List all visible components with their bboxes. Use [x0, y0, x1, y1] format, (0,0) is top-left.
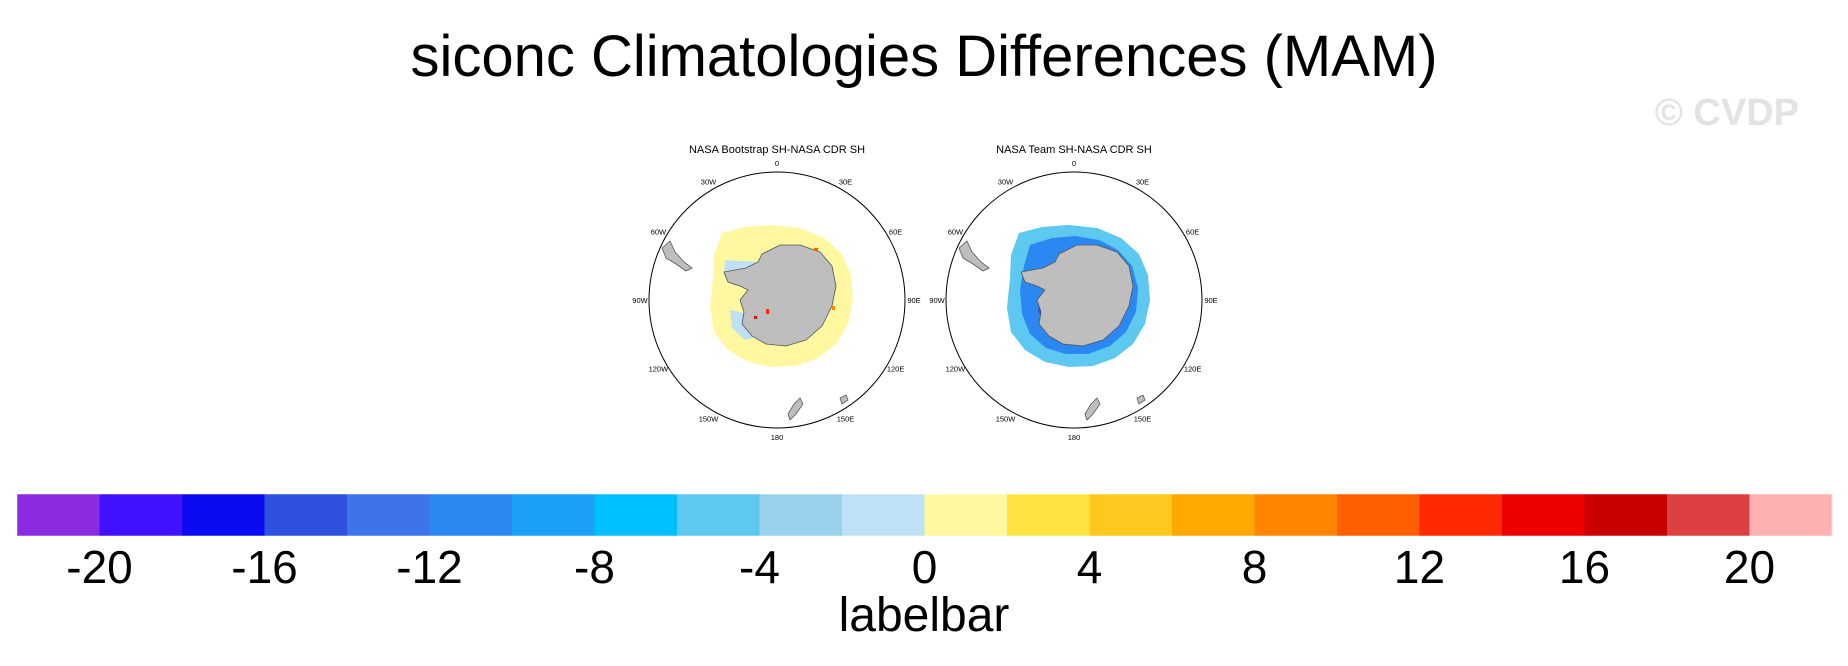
panel-1-positive-cell	[766, 309, 769, 314]
labelbar-box	[1254, 494, 1338, 536]
lon-tick-label: 60E	[1186, 228, 1199, 237]
labelbar-box	[1584, 494, 1668, 536]
labelbar-box	[842, 494, 925, 536]
lon-tick-label: 90E	[1204, 296, 1217, 305]
labelbar-box	[17, 494, 100, 536]
panel-2-new-zealand-land	[1084, 397, 1101, 421]
labelbar-box	[512, 494, 595, 536]
labelbar-tick-label: -20	[66, 541, 132, 593]
labelbar-box	[924, 494, 1008, 536]
lon-tick-label: 0	[1072, 159, 1076, 168]
lon-tick-label: 120W	[649, 365, 670, 374]
lon-tick-label: 120E	[887, 365, 905, 374]
lon-tick-label: 90W	[632, 296, 648, 305]
panel-1-title: NASA Bootstrap SH-NASA CDR SH	[688, 144, 866, 156]
labelbar-frame	[16, 493, 1833, 537]
labelbar-tick-labels: -20 -16 -12 -8 -4 0 4 8 12 16 20	[66, 541, 1775, 593]
labelbar-tick-label: 12	[1394, 541, 1445, 593]
map-panel-team: 0 30E 60E 90E 120E 150E 180 150W 120W 90W 60W 30W	[929, 159, 1217, 442]
lon-tick-label: 180	[771, 433, 784, 442]
labelbar-tick-label: 16	[1559, 541, 1610, 593]
panel-2-title: NASA Team SH-NASA CDR SH	[996, 144, 1152, 156]
labelbar-tick-label: -16	[231, 541, 297, 593]
labelbar-tick-label: 4	[1077, 541, 1103, 593]
labelbar-tick-label: -8	[574, 541, 615, 593]
lon-tick-label: 60E	[889, 228, 902, 237]
panel-1-south-america-land	[661, 240, 693, 272]
lon-tick-label: 30E	[1136, 177, 1149, 186]
panel-1-boundary-circle	[648, 171, 906, 429]
labelbar-boxes	[16, 493, 1833, 537]
panel-2-south-america-land	[958, 240, 990, 272]
labelbar-box	[264, 494, 348, 536]
panel-2-lon-labels: 0 30E 60E 90E 120E 150E 180 150W 120W 90W 60W 30W	[929, 159, 1217, 442]
lon-tick-label: 150E	[1134, 415, 1152, 424]
lon-tick-label: 60W	[948, 228, 964, 237]
panel-1-positive-cell	[754, 316, 757, 319]
lon-tick-label: 60W	[651, 228, 667, 237]
labelbar-box	[677, 494, 760, 536]
labelbar-tick-label: 20	[1724, 541, 1775, 593]
labelbar-box	[1749, 494, 1833, 536]
labelbar-title: labelbar	[838, 589, 1010, 642]
panel-2-boundary-circle	[945, 171, 1203, 429]
panel-2-antarctica-land	[1020, 244, 1134, 347]
lon-tick-label: 30W	[701, 177, 717, 186]
labelbar-box	[1337, 494, 1420, 536]
panel-1-antarctica-land	[723, 244, 837, 347]
labelbar-box	[99, 494, 183, 536]
cvdp-watermark: © CVDP	[1654, 92, 1799, 134]
panel-1-tasmania-land	[839, 394, 849, 405]
lon-tick-label: 120E	[1184, 365, 1202, 374]
labelbar-box	[759, 494, 843, 536]
chart-title: siconc Climatologies Differences (MAM)	[410, 24, 1438, 89]
lon-tick-label: 30W	[998, 177, 1014, 186]
labelbar-tick-label: -4	[739, 541, 780, 593]
labelbar-box	[1172, 494, 1255, 536]
lon-tick-label: 180	[1068, 433, 1081, 442]
lon-tick-label: 0	[775, 159, 779, 168]
lon-tick-label: 90E	[907, 296, 920, 305]
lon-tick-label: 150E	[837, 415, 855, 424]
panel-1-new-zealand-land	[787, 397, 804, 421]
panel-1-positive-cell	[832, 306, 835, 310]
panel-1-positive-cell	[814, 248, 818, 251]
map-panel-bootstrap: 0 30E 60E 90E 120E 150E 180 150W 120W 90W 60W 30W	[632, 159, 920, 442]
labelbar-box	[1667, 494, 1750, 536]
panel-1-lon-labels: 0 30E 60E 90E 120E 150E 180 150W 120W 90W 60W 30W	[632, 159, 920, 442]
panel-2-tasmania-land	[1136, 394, 1146, 405]
labelbar-box	[1419, 494, 1503, 536]
lon-tick-label: 150W	[996, 415, 1017, 424]
labelbar-box	[347, 494, 430, 536]
labelbar-tick-label: 0	[912, 541, 938, 593]
lon-tick-label: 120W	[946, 365, 967, 374]
lon-tick-label: 150W	[699, 415, 720, 424]
labelbar-box	[594, 494, 678, 536]
labelbar-box	[1007, 494, 1090, 536]
labelbar-box	[1089, 494, 1173, 536]
lon-tick-label: 90W	[929, 296, 945, 305]
labelbar-tick-label: -12	[396, 541, 462, 593]
labelbar-box	[182, 494, 265, 536]
labelbar-box	[429, 494, 513, 536]
labelbar-box	[1502, 494, 1585, 536]
labelbar-tick-label: 8	[1242, 541, 1268, 593]
lon-tick-label: 30E	[839, 177, 852, 186]
